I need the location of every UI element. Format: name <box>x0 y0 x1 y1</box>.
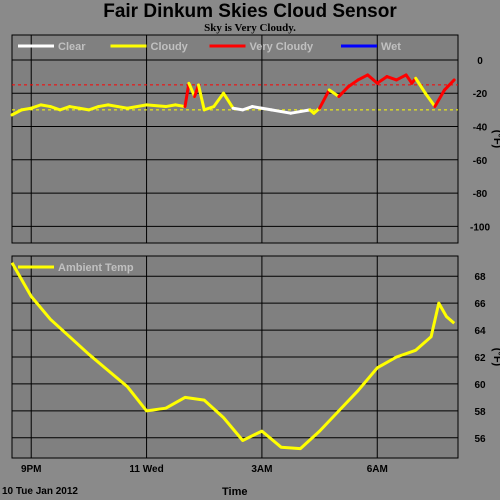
plot-area-sky-temperature <box>11 34 459 244</box>
series-segment <box>394 73 408 82</box>
y-tick-label: 60 <box>474 380 486 391</box>
series-segment <box>145 103 168 109</box>
series-segment <box>202 105 216 112</box>
series-segment <box>298 108 312 114</box>
series-segment <box>241 105 254 112</box>
series-segment <box>346 78 360 89</box>
series-segment <box>187 81 197 99</box>
series-segment <box>270 108 283 114</box>
legend-entry: Clear <box>58 41 86 53</box>
panel-ambient-temperature: 56 58 60 62 64 66 68 (°F) Ambient Temp <box>10 255 500 459</box>
y-tick-label: 0 <box>477 56 483 67</box>
series-segment <box>10 108 24 117</box>
y-tick-label: -40 <box>473 123 488 134</box>
series-segment <box>404 73 414 85</box>
y-tick-label: 62 <box>474 353 486 364</box>
legend-entry: Ambient Temp <box>58 262 134 274</box>
series-segment <box>116 105 129 110</box>
y-tick-label: 58 <box>474 407 486 418</box>
series-segment <box>164 103 177 109</box>
chart-title: Fair Dinkum Skies Cloud Sensor <box>103 1 397 22</box>
series-segment <box>97 103 110 109</box>
y-tick-label: -60 <box>473 156 488 167</box>
series-segment <box>443 78 456 92</box>
y-tick-label: -20 <box>473 89 488 100</box>
y-tick-label: 66 <box>474 299 486 310</box>
x-axis-label: Time <box>222 486 248 498</box>
y-axis-unit: (°F) <box>491 130 500 149</box>
series-segment <box>279 110 293 115</box>
panel-sky-temperature: 0 -20 -40 -60 -80 -100 (°F) Clear Cloudy Very Clo… <box>10 34 500 244</box>
y-axis-unit: (°F) <box>491 348 500 367</box>
series-segment <box>385 75 398 82</box>
x-tick-label: 6AM <box>367 464 388 475</box>
series-segment <box>173 103 187 109</box>
series-segment <box>87 105 101 112</box>
series-segment <box>231 106 245 112</box>
series-segment <box>106 103 120 109</box>
series-segment <box>48 105 62 112</box>
y-tick-label: 64 <box>474 326 486 337</box>
series-segment <box>221 91 235 110</box>
series-segment <box>20 106 33 112</box>
series-segment <box>289 110 302 115</box>
series-segment <box>183 81 191 109</box>
series-segment <box>196 83 206 112</box>
y-tick-label: 68 <box>474 272 486 283</box>
x-tick-label: 3AM <box>251 464 272 475</box>
series-segment <box>356 73 370 82</box>
series-segment <box>327 88 341 99</box>
legend-entry: Wet <box>381 41 401 53</box>
series-segment <box>433 88 447 109</box>
x-tick-label: 11 Wed <box>129 464 163 475</box>
series-segment <box>125 103 149 110</box>
legend-entry: Very Cloudy <box>250 41 314 53</box>
date-label: 10 Tue Jan 2012 <box>2 486 78 497</box>
series-segment <box>423 91 437 109</box>
chart-subtitle: Sky is Very Cloudy. <box>204 22 296 34</box>
y-tick-label: 56 <box>474 434 486 445</box>
legend-entry: Cloudy <box>151 41 189 53</box>
series-segment <box>212 91 225 109</box>
series-segment <box>337 85 350 99</box>
series-segment <box>68 105 81 110</box>
x-tick-label: 9PM <box>21 464 42 475</box>
series-line-ambient-temperature <box>10 261 456 451</box>
y-tick-label: -100 <box>470 222 490 233</box>
series-segment <box>260 106 274 112</box>
series-segment <box>375 75 389 85</box>
series-segment <box>77 106 91 112</box>
series-segment <box>58 105 72 112</box>
series-segment <box>250 105 264 110</box>
series-segment <box>414 76 427 95</box>
series-segment <box>318 88 331 110</box>
series-segment <box>29 103 43 110</box>
series-segment <box>39 103 52 109</box>
y-tick-label: -80 <box>473 189 488 200</box>
